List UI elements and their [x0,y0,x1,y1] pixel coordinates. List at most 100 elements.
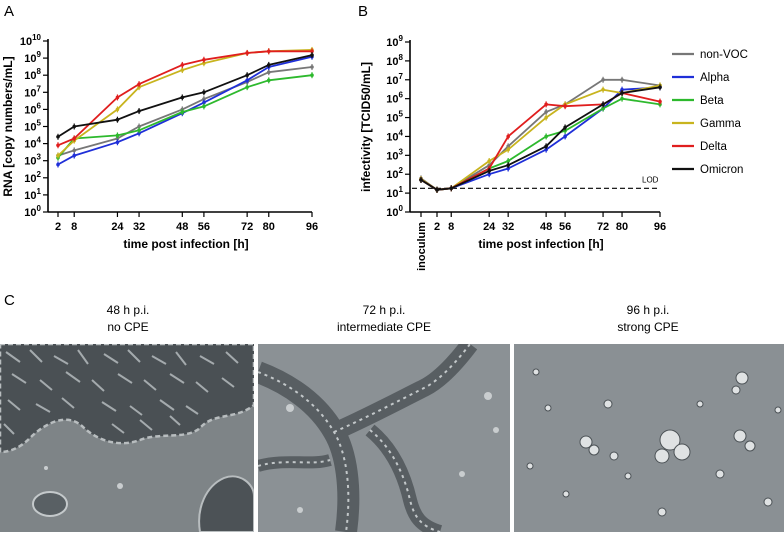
chart-b-point-gamma [601,87,605,92]
chart-b-point-omicron [506,163,510,168]
chart-b-point-gamma [487,159,491,163]
chart-b-point-delta [506,134,510,139]
legend: non-VOC Alpha Beta Gamma Delta Omicron [672,49,748,176]
chart-a-point-beta [180,110,185,114]
chart-b-point-omicron [601,102,605,107]
chart-b-point-omicron [487,169,491,173]
chart-a-y-tick-label: 102 [24,170,41,185]
chart-b-series-non-voc [420,78,661,191]
chart-b-x-tick-label: 48 [540,221,552,233]
chart-a-point-omicron [245,73,249,77]
chart-b-point-alpha [620,87,624,92]
chart-b-point-alpha [506,166,510,171]
chart-b-series-beta [420,97,661,191]
chart-b-y-tick-label: 107 [386,72,403,87]
chart-a-point-omicron [137,109,141,113]
chart-b-x-tick-label: 56 [559,221,571,233]
chart-a-point-non-voc [72,148,77,153]
chart-a-point-gamma [56,153,60,158]
legend-label-beta: Beta [700,95,724,107]
chart-b-point-delta [563,104,567,108]
caption-48h-time: 48 h p.i. [107,303,150,317]
chart-b-point-omicron [620,91,624,95]
chart-b-series-omicron [420,86,661,191]
caption-96h-cpe: strong CPE [617,320,678,334]
chart-b-y-tick-label: 103 [386,147,403,162]
chart-a-point-beta [137,128,141,133]
micrograph-72h [258,344,510,532]
chart-b-point-delta [544,102,548,107]
chart-a-y-tick-label: 1010 [20,33,42,48]
chart-a-point-delta [115,95,120,100]
chart-a-point-beta [310,73,314,77]
chart-b-x-tick-label: 96 [654,221,666,233]
chart-a-x-tick-label: 24 [111,221,124,233]
chart-a-point-delta [202,57,206,62]
chart-a-x-tick-label: 2 [55,221,61,233]
chart-a-y-tick-label: 109 [24,50,41,65]
chart-a-x-tick-label: 8 [71,221,77,233]
chart-a-point-delta [245,51,249,55]
chart-b-point-alpha [544,147,548,152]
chart-b-point-beta [601,106,605,111]
chart-b-x-tick-label: 32 [502,221,514,233]
panel-letter-c: C [4,292,15,309]
chart-b-y-tick-label: 109 [386,34,403,49]
chart-a-y-tick-label: 106 [24,101,41,116]
chart-a-y-tick-label: 105 [24,119,41,134]
chart-a-x-axis-title: time post infection [h] [123,237,248,251]
chart-b-point-omicron [435,187,439,192]
chart-b-point-alpha [563,134,567,139]
chart-a-point-delta [72,136,77,141]
chart-a-point-gamma [137,85,141,89]
chart-a-point-delta [137,82,141,86]
chart-a-point-delta [310,49,314,54]
chart-a-y-tick-label: 101 [24,187,41,202]
chart-a-point-beta [245,85,249,89]
chart-a-point-non-voc [137,124,141,129]
chart-a-point-omicron [202,90,206,95]
chart-a-x-tick-label: 32 [133,221,145,233]
chart-a-x-tick-label: 56 [198,221,210,233]
chart-a-point-omicron [56,134,60,139]
chart-a-point-delta [56,143,60,148]
chart-a-point-non-voc [202,97,206,101]
chart-b-point-omicron [658,85,662,90]
caption-48h-cpe: no CPE [107,320,148,334]
chart-a-point-omicron [266,63,271,67]
chart-a-point-omicron [115,117,120,122]
chart-b-x-axis-title: time post infection [h] [478,237,603,251]
caption-72h-cpe: intermediate CPE [337,320,431,334]
panel-letter-b: B [358,3,368,20]
chart-b-point-non-voc [506,144,510,149]
chart-b-point-delta [658,99,662,104]
chart-a-point-delta [266,49,271,54]
chart-a-x-tick-label: 72 [241,221,253,233]
chart-b-point-alpha [487,172,491,177]
chart-a-point-gamma [202,61,206,66]
chart-a-point-alpha [56,162,60,167]
chart-b-y-tick-label: 102 [386,166,403,181]
legend-label-omicron: Omicron [700,164,743,176]
chart-b-y-axis-title: infectivity [TCID50/mL] [359,62,373,192]
chart-b-point-omicron [449,186,454,191]
panel-letter-a: A [4,3,14,20]
chart-b-point-omicron [419,178,423,182]
chart-b-point-non-voc [544,110,548,114]
chart-a-axes: 100 101 102 103 104 105 106 107 108 109 1010 2 8 24 32… [20,33,318,233]
chart-a-x-tick-label: 48 [176,221,188,233]
chart-b-point-omicron [544,144,548,149]
chart-b-point-beta [620,96,624,101]
chart-b-x-tick-label: 8 [448,221,454,233]
micrograph-48h [0,344,254,532]
chart-b-x-tick-label: inoculum [416,222,428,271]
chart-a-point-alpha [245,78,249,83]
chart-b-point-gamma [544,115,548,120]
chart-b-point-non-voc [620,77,624,82]
chart-a-point-alpha [72,153,77,158]
chart-a-y-tick-label: 100 [24,204,41,219]
